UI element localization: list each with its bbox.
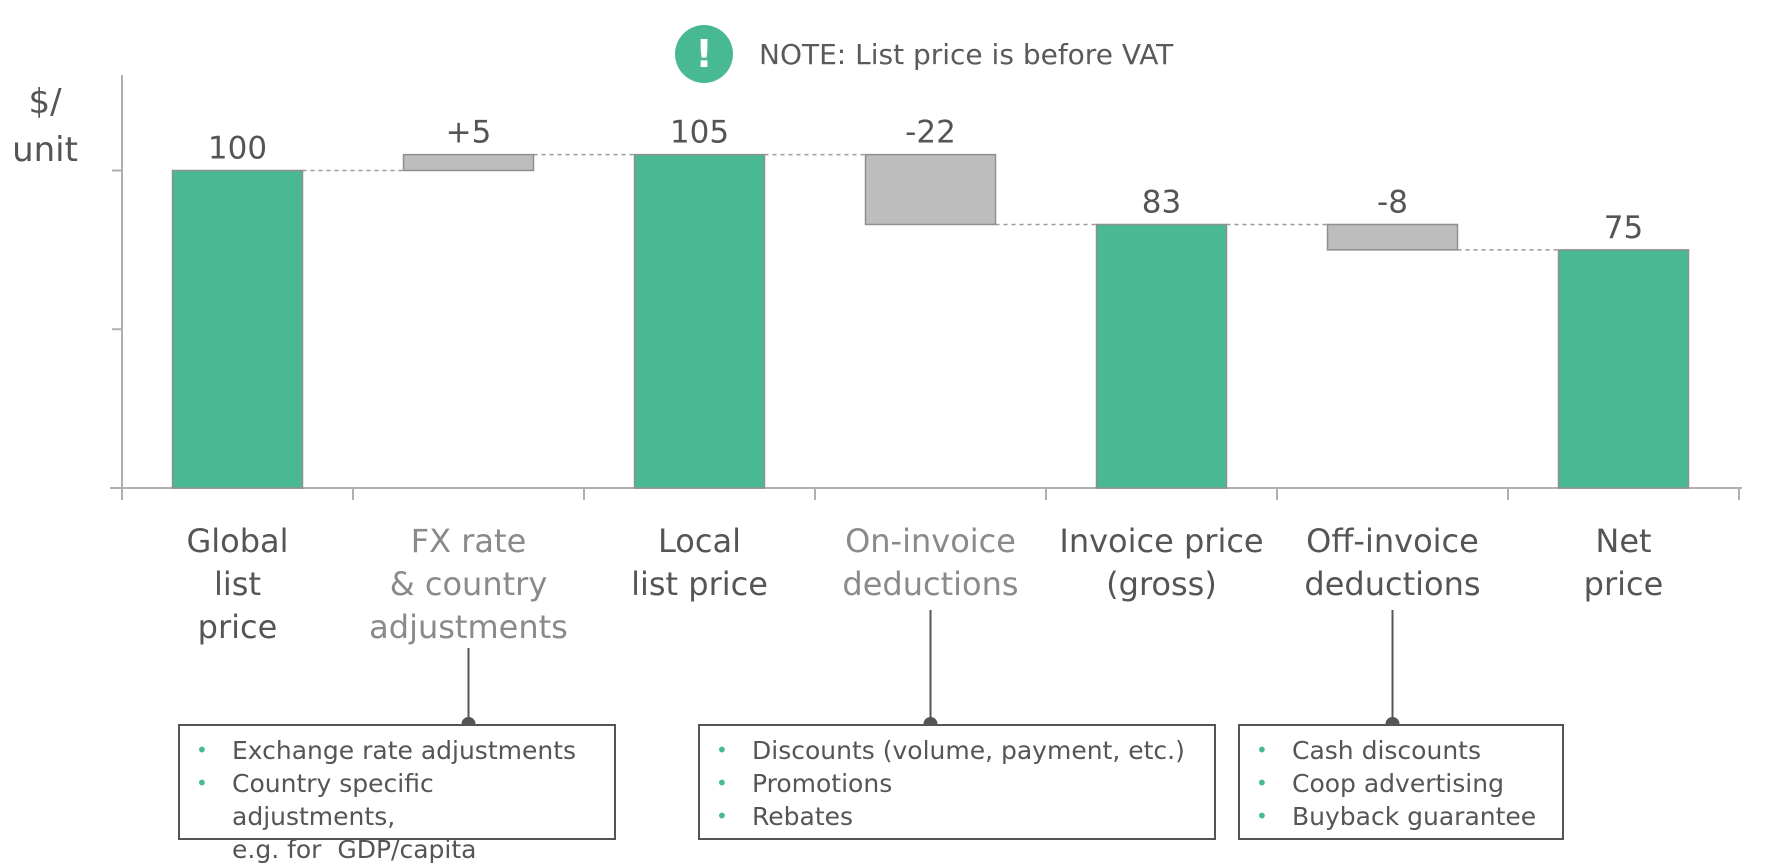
category-label-line: Global [186,522,289,560]
category-label-line: (gross) [1106,565,1217,603]
bar-value-label: 75 [1604,210,1643,246]
category-label-line: Local [658,522,741,560]
callout-item: e.g. for GDP/capita [232,835,477,864]
callout-item: Country specific adjustments, [190,767,604,833]
category-label-line: Net [1595,522,1652,560]
note-banner: ! NOTE: List price is before VAT [675,25,1174,83]
y-axis-label: $/ unit [12,82,78,170]
total-bar [1557,249,1690,489]
category-label-line: Off-invoice [1306,522,1479,560]
category-label-line: price [197,608,278,646]
category-label: Invoice price (gross) [1047,520,1277,606]
callout-item: Coop advertising [1250,767,1552,800]
category-label: Local list price [585,520,815,606]
bar-value-label: 83 [1142,184,1181,220]
total-bar [633,153,766,489]
category-label: Net price [1509,520,1739,606]
callout-item: Rebates [710,800,1204,833]
bar-value-label: +5 [446,115,492,151]
category-label-line: list [214,565,261,603]
category-label-line: & country [389,565,548,603]
total-bar [171,169,304,489]
category-label: Off-invoice deductions [1278,520,1508,606]
callout-box: Exchange rate adjustmentsCountry specifi… [178,724,616,864]
callout-item: Buyback guarantee [1250,800,1552,833]
category-label-line: adjustments [369,608,568,646]
category-label-line: price [1583,565,1664,603]
exclamation-icon: ! [675,25,733,83]
category-label-line: deductions [1304,565,1481,603]
bar-value-label: -8 [1377,184,1408,220]
callout-item: Cash discounts [1250,734,1552,767]
delta-bar [1326,223,1459,251]
category-label-line: On-invoice [845,522,1016,560]
category-label-line: deductions [842,565,1019,603]
bar-value-label: 100 [208,131,267,167]
category-label-line: list price [631,565,768,603]
bar-value-label: 105 [670,115,729,151]
callout-item: Promotions [710,767,1204,800]
category-label-line: Invoice price [1059,522,1264,560]
delta-bar [864,153,997,226]
category-label: FX rate & country adjustments [354,520,584,649]
bar-value-label: -22 [905,115,956,151]
category-label-line: FX rate [410,522,527,560]
total-bar [1095,223,1228,489]
category-label: On-invoice deductions [816,520,1046,606]
category-label: Global list price [123,520,353,649]
callout-item: Exchange rate adjustments [190,734,604,767]
note-text: NOTE: List price is before VAT [759,37,1174,71]
callout-box: Discounts (volume, payment, etc.)Promoti… [698,724,1216,840]
callout-box: Cash discountsCoop advertisingBuyback gu… [1238,724,1564,840]
callout-item: Discounts (volume, payment, etc.) [710,734,1204,767]
delta-bar [402,153,535,172]
